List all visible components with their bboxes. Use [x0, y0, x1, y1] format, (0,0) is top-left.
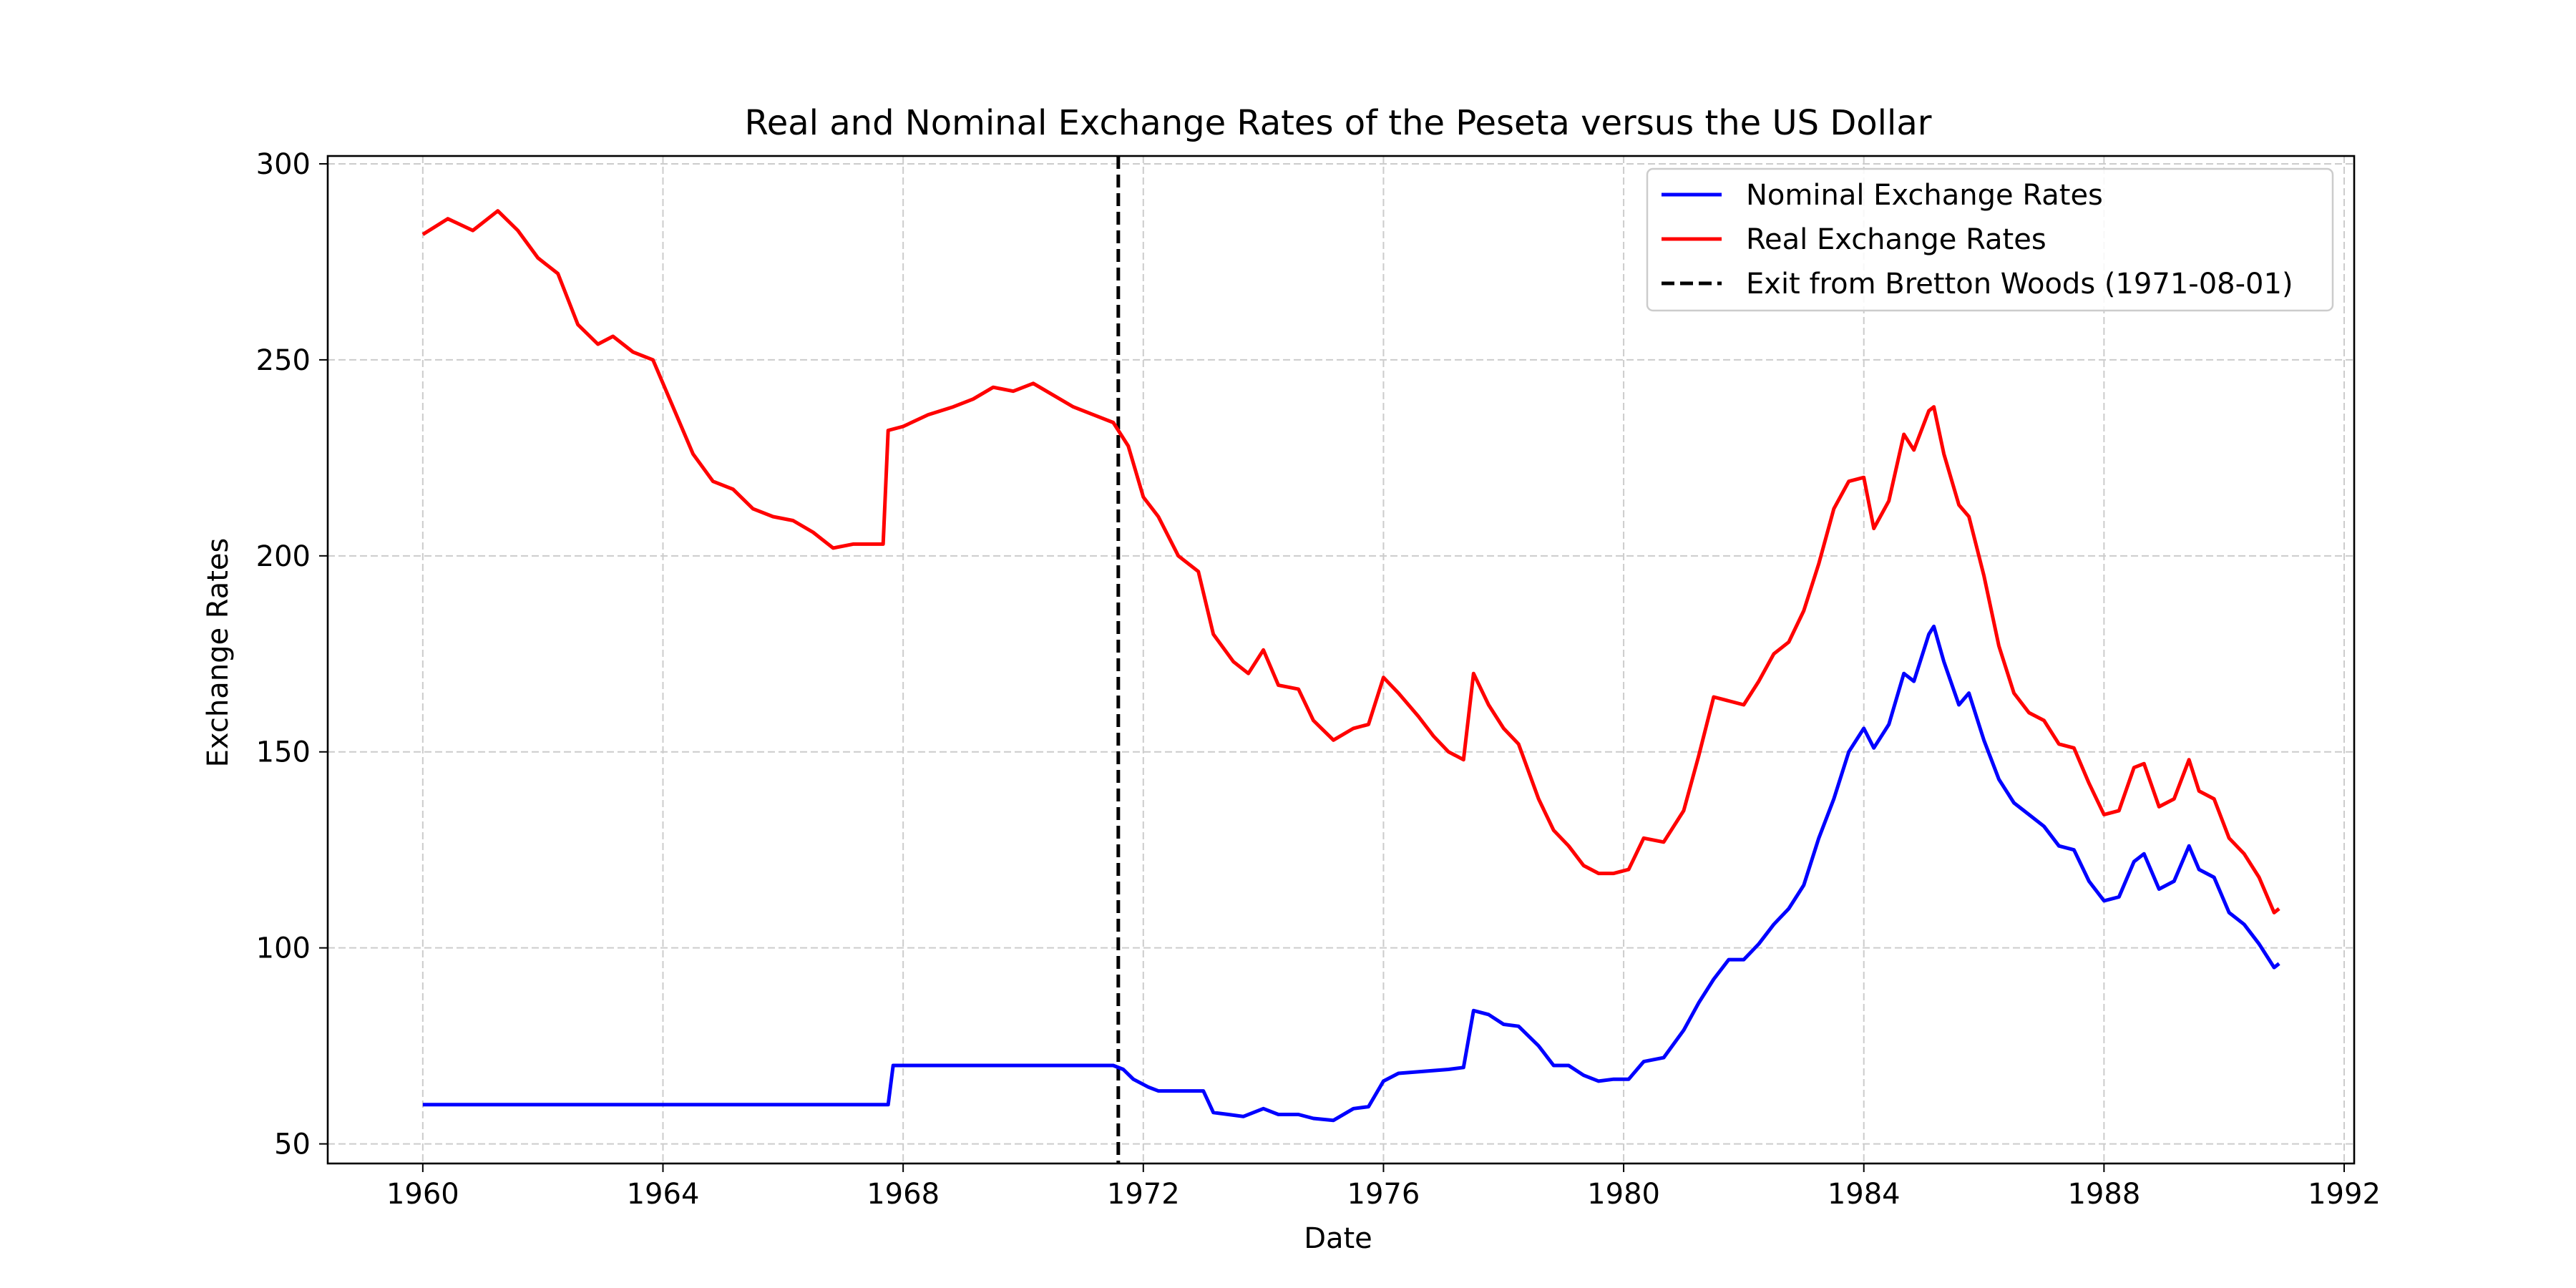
x-tick-label: 1988: [2067, 1178, 2140, 1211]
legend: Nominal Exchange Rates Real Exchange Rat…: [1646, 167, 2334, 312]
y-axis: 50 100 150 200 250 300: [256, 148, 328, 1161]
chart-title: Real and Nominal Exchange Rates of the P…: [745, 103, 1932, 143]
legend-label-bretton-woods: Exit from Bretton Woods (1971-08-01): [1746, 268, 2293, 301]
legend-label-real: Real Exchange Rates: [1746, 223, 2046, 256]
y-tick-label: 150: [256, 736, 311, 769]
x-tick-label: 1960: [386, 1178, 459, 1211]
grid: [328, 156, 2354, 1163]
y-tick-label: 300: [256, 148, 311, 181]
y-tick-label: 50: [274, 1128, 311, 1161]
x-tick-label: 1992: [2308, 1178, 2381, 1211]
x-axis-label: Date: [1304, 1222, 1372, 1255]
legend-label-nominal: Nominal Exchange Rates: [1746, 179, 2103, 212]
x-tick-label: 1964: [627, 1178, 700, 1211]
x-tick-label: 1980: [1587, 1178, 1660, 1211]
x-axis: 1960 1964 1968 1972 1976 1980 1984 1988 1992: [386, 1163, 2381, 1211]
legend-box: [1646, 167, 2334, 312]
legend-entry-bretton-woods: Exit from Bretton Woods (1971-08-01): [1662, 268, 2293, 301]
x-tick-label: 1972: [1107, 1178, 1180, 1211]
x-tick-label: 1968: [867, 1178, 940, 1211]
plot-frame: [326, 155, 2356, 1165]
series-line-nominal: [422, 624, 2280, 1123]
legend-entry-real: Real Exchange Rates: [1662, 223, 2046, 256]
series-layer: [421, 209, 2280, 1123]
legend-entry-nominal: Nominal Exchange Rates: [1662, 179, 2103, 212]
x-tick-label: 1976: [1347, 1178, 1420, 1211]
x-tick-label: 1984: [1828, 1178, 1901, 1211]
y-tick-label: 100: [256, 932, 311, 965]
y-axis-label: Exchange Rates: [202, 538, 235, 768]
y-tick-label: 250: [256, 344, 311, 377]
series-line-real: [421, 209, 2280, 914]
y-tick-label: 200: [256, 540, 311, 573]
